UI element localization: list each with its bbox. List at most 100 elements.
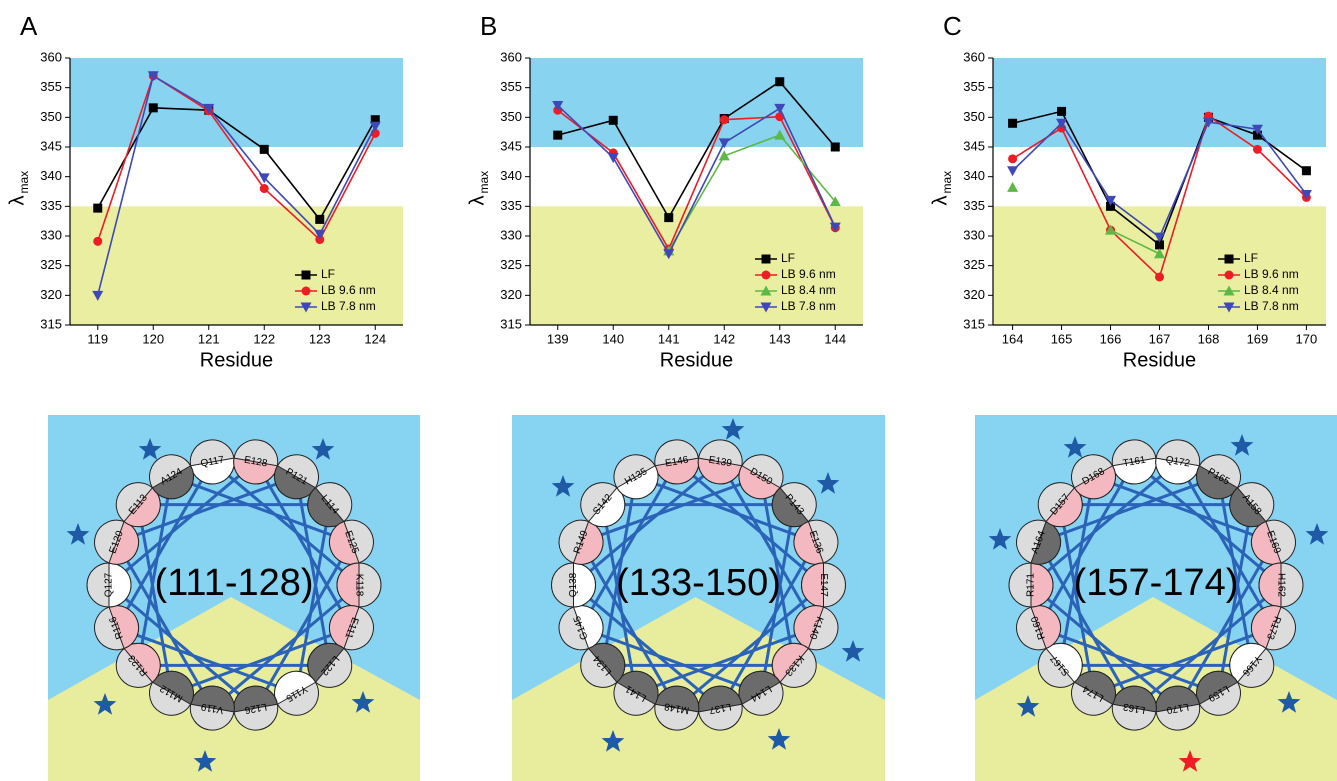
y-tick-label: 335 bbox=[500, 198, 522, 213]
wheel-link bbox=[635, 626, 817, 695]
residue: L122 bbox=[307, 642, 353, 688]
y-tick-label: 320 bbox=[963, 287, 985, 302]
x-tick-label: 164 bbox=[1002, 331, 1024, 346]
series-line bbox=[97, 107, 376, 221]
x-tick-label: 142 bbox=[713, 331, 735, 346]
data-point bbox=[92, 290, 104, 301]
residue: Q127 bbox=[86, 562, 132, 608]
data-point bbox=[829, 222, 841, 233]
legend-marker bbox=[1223, 302, 1235, 313]
star bbox=[1063, 436, 1087, 458]
wheel-link bbox=[116, 475, 298, 544]
shaded-band bbox=[70, 206, 403, 325]
residue: A158 bbox=[1229, 482, 1275, 528]
data-point bbox=[1007, 166, 1019, 177]
series-line bbox=[557, 104, 836, 256]
wheel-link bbox=[1037, 461, 1136, 629]
residue-label: L170 bbox=[1165, 701, 1189, 716]
wheel-link bbox=[295, 504, 332, 694]
x-axis-label: Residue bbox=[1123, 349, 1196, 371]
wheel-link bbox=[718, 461, 818, 629]
legend-marker bbox=[1223, 285, 1235, 296]
wheel-link bbox=[115, 461, 214, 629]
residue: S142 bbox=[580, 482, 626, 528]
residue: R116 bbox=[94, 605, 140, 651]
y-tick-label: 330 bbox=[963, 227, 985, 242]
y-tick-label: 325 bbox=[500, 257, 522, 272]
wheel-link bbox=[211, 460, 360, 587]
residue: L126 bbox=[233, 685, 279, 731]
y-axis-label-sub: max bbox=[477, 171, 491, 194]
shaded-band bbox=[70, 58, 403, 147]
residue: E147 bbox=[801, 562, 846, 608]
star bbox=[193, 750, 217, 772]
data-point bbox=[718, 138, 730, 149]
data-point bbox=[1301, 166, 1311, 176]
y-axis-label-sub: max bbox=[940, 171, 954, 194]
wheel-link bbox=[579, 541, 679, 709]
residue: L174 bbox=[1071, 670, 1116, 716]
data-point bbox=[664, 213, 674, 223]
wheel-link bbox=[1092, 626, 1274, 695]
residue: H162 bbox=[1258, 562, 1304, 608]
data-point bbox=[259, 144, 269, 154]
residue: V119 bbox=[189, 685, 235, 731]
residue: G145 bbox=[558, 605, 604, 651]
y-tick-label: 340 bbox=[500, 168, 522, 183]
data-point bbox=[1155, 272, 1164, 282]
data-point bbox=[1154, 232, 1165, 243]
wheel-link bbox=[1030, 460, 1179, 587]
residue: H135 bbox=[613, 454, 659, 500]
legend-label: LF bbox=[321, 267, 335, 281]
legend-marker bbox=[1224, 254, 1234, 264]
star bbox=[841, 640, 865, 662]
panel-label: B bbox=[480, 11, 497, 41]
residue: L141 bbox=[613, 670, 659, 716]
data-point bbox=[1008, 154, 1018, 164]
data-point bbox=[774, 103, 786, 114]
series-line bbox=[557, 109, 836, 251]
residue: R123 bbox=[115, 642, 161, 688]
residue: Q138 bbox=[551, 562, 596, 608]
data-point bbox=[553, 130, 563, 140]
data-point bbox=[552, 100, 564, 111]
wheel-link bbox=[1092, 475, 1274, 544]
residue: Q172 bbox=[1155, 439, 1201, 485]
wheel-link bbox=[1038, 475, 1220, 544]
series-line bbox=[557, 80, 836, 220]
star bbox=[351, 691, 375, 713]
wheel-link bbox=[1133, 583, 1282, 710]
star bbox=[1178, 750, 1202, 772]
wheel-link bbox=[718, 541, 818, 709]
legend-label: LB 9.6 nm bbox=[321, 283, 376, 297]
data-point bbox=[1252, 144, 1262, 154]
x-tick-label: 139 bbox=[547, 331, 569, 346]
residue: E128 bbox=[233, 439, 279, 485]
wheel-link bbox=[136, 504, 173, 694]
data-point bbox=[369, 121, 381, 132]
residue: M148 bbox=[654, 685, 700, 731]
wheel-link bbox=[759, 476, 796, 666]
data-point bbox=[1252, 130, 1262, 140]
y-tick-label: 325 bbox=[40, 257, 62, 272]
x-tick-label: 140 bbox=[602, 331, 624, 346]
residue-label: L126 bbox=[243, 701, 267, 716]
wheel-link bbox=[1217, 504, 1254, 694]
data-point bbox=[259, 184, 269, 194]
x-tick-label: 165 bbox=[1051, 331, 1073, 346]
wheel-link bbox=[1176, 541, 1275, 709]
residue-label: T161 bbox=[1122, 455, 1147, 470]
wheel-link bbox=[1217, 476, 1254, 666]
panel-label: C bbox=[943, 11, 962, 41]
star bbox=[988, 528, 1012, 550]
wheel-link bbox=[136, 476, 173, 666]
y-tick-label: 355 bbox=[40, 79, 62, 94]
x-tick-label: 144 bbox=[824, 331, 846, 346]
legend-label: LB 8.4 nm bbox=[781, 283, 836, 297]
wheel-link bbox=[580, 475, 762, 544]
residue: P143 bbox=[771, 482, 817, 528]
data-point bbox=[148, 103, 158, 113]
x-tick-label: 120 bbox=[142, 331, 164, 346]
data-point bbox=[607, 153, 619, 164]
